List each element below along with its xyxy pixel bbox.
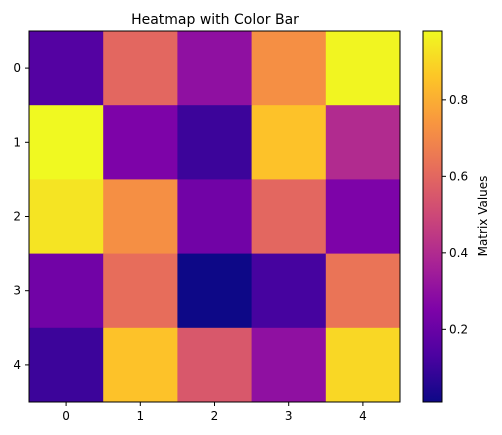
y-axis: 0 1 2 3 4 <box>13 61 29 372</box>
x-tick-label: 0 <box>62 409 70 423</box>
heatmap-cell-r4-c0 <box>29 327 104 403</box>
x-tick-label: 4 <box>359 409 367 423</box>
heatmap-cell-r3-c0 <box>29 253 104 329</box>
y-tick-label: 0 <box>13 61 21 75</box>
heatmap-cell-r4-c1 <box>103 327 178 403</box>
heatmap-cell-r2-c4 <box>325 179 401 255</box>
chart-title: Heatmap with Color Bar <box>131 12 299 28</box>
colorbar-tick-label: 0.6 <box>449 169 468 183</box>
heatmap-cell-r2-c1 <box>103 179 178 255</box>
heatmap-cell-r0-c3 <box>251 31 327 106</box>
colorbar-label: Matrix Values <box>476 176 490 257</box>
heatmap-cell-r2-c0 <box>29 179 104 255</box>
heatmap-cell-r1-c4 <box>325 105 401 180</box>
heatmap-cell-r4-c3 <box>251 327 327 403</box>
colorbar-tick-label: 0.2 <box>449 322 468 336</box>
heatmap-cell-r4-c4 <box>325 327 401 403</box>
heatmap-cell-r1-c2 <box>177 105 253 180</box>
x-tick-label: 1 <box>136 409 144 423</box>
colorbar <box>422 30 443 403</box>
x-tick-label: 2 <box>211 409 219 423</box>
y-tick-label: 1 <box>13 135 21 149</box>
heatmap-cell-r3-c3 <box>251 253 327 329</box>
heatmap-cell-r1-c1 <box>103 105 178 180</box>
heatmap-cell-r2-c2 <box>177 179 253 255</box>
y-tick-label: 4 <box>13 358 21 372</box>
heatmap-cell-r3-c2 <box>177 253 253 329</box>
heatmap-cell-r3-c1 <box>103 253 178 329</box>
heatmap-cell-r3-c4 <box>325 253 401 329</box>
y-tick-label: 3 <box>13 284 21 298</box>
heatmap-cell-r1-c3 <box>251 105 327 180</box>
x-tick-label: 3 <box>285 409 293 423</box>
heatmap-cell-r0-c2 <box>177 31 253 106</box>
heatmap-cell-r1-c0 <box>29 105 104 180</box>
x-axis: 0 1 2 3 4 <box>62 402 367 423</box>
heatmap-cell-r2-c3 <box>251 179 327 255</box>
heatmap-cell-r4-c2 <box>177 327 253 403</box>
heatmap-cell-r0-c1 <box>103 31 178 106</box>
y-tick-label: 2 <box>13 210 21 224</box>
heatmap-cell-r0-c0 <box>29 31 104 106</box>
colorbar-tick-label: 0.8 <box>449 93 468 107</box>
heatmap-cells <box>29 31 401 403</box>
colorbar-tick-label: 0.4 <box>449 246 468 260</box>
colorbar-axis: 0.2 0.4 0.6 0.8 <box>442 93 468 336</box>
heatmap-cell-r0-c4 <box>325 31 401 106</box>
